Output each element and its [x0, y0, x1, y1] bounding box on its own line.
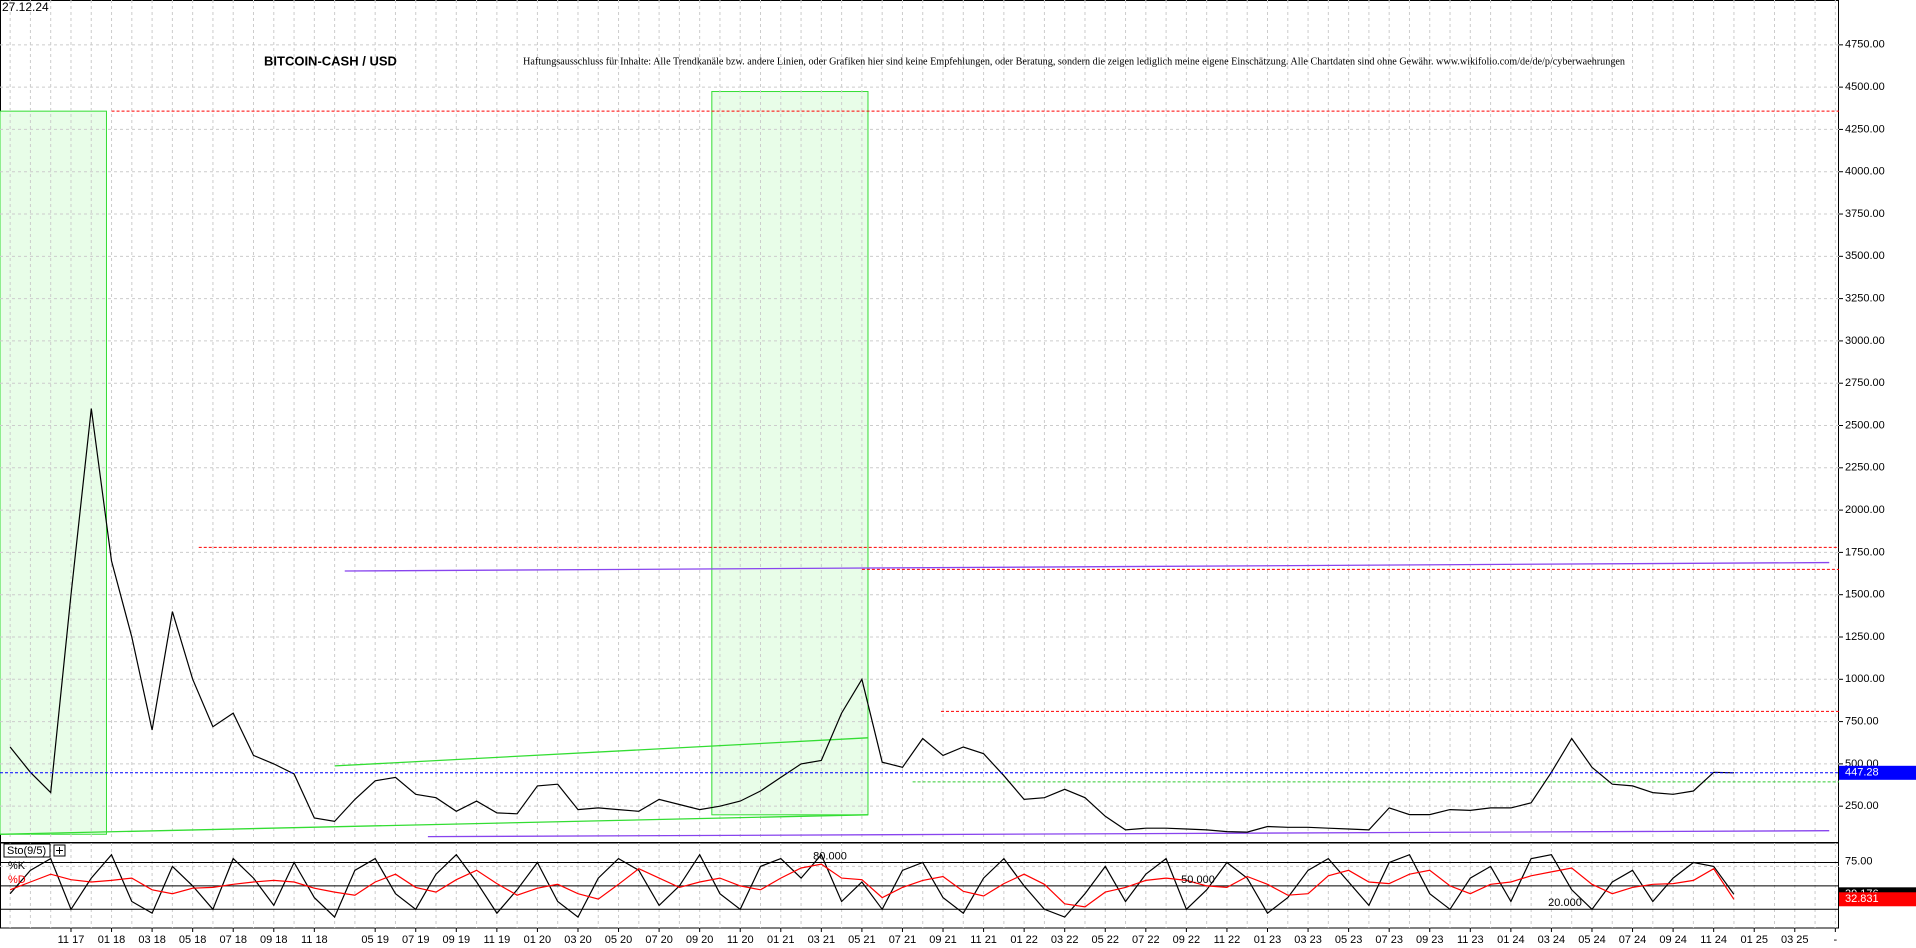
x-tick-label: 07 23: [1375, 934, 1403, 946]
zone: [0, 110, 107, 835]
x-tick-label: 01 24: [1497, 934, 1525, 946]
legend-entry: %D: [8, 874, 26, 886]
x-tick-label: 05 21: [848, 934, 876, 946]
x-tick-label: 09 21: [929, 934, 957, 946]
x-tick-label: 01 23: [1254, 934, 1282, 946]
x-tick-label: 03 22: [1051, 934, 1079, 946]
x-tick-label: -: [1834, 934, 1838, 946]
y-tick-label: 4500.00: [1845, 81, 1885, 93]
x-tick-label: 09 24: [1659, 934, 1687, 946]
x-tick-label: 09 18: [260, 934, 288, 946]
x-tick-label: 03 25: [1781, 934, 1809, 946]
indicator-name: Sto(9/5): [7, 845, 46, 857]
y-tick-label: 2250.00: [1845, 462, 1885, 474]
y-tick-label: 1500.00: [1845, 589, 1885, 601]
trendline: [344, 561, 1830, 572]
plus-icon: [56, 847, 63, 854]
zones: [0, 91, 869, 835]
y-tick-label: 75.00: [1845, 855, 1873, 867]
x-tick-label: 09 23: [1416, 934, 1444, 946]
y-tick-label: 3500.00: [1845, 250, 1885, 262]
y-tick-label: 4000.00: [1845, 166, 1885, 178]
x-tick-label: 03 21: [808, 934, 836, 946]
level-label: 20.000: [1548, 897, 1582, 909]
x-tick-label: 07 24: [1619, 934, 1647, 946]
x-tick-label: 03 18: [138, 934, 166, 946]
x-tick-label: 09 22: [1173, 934, 1201, 946]
x-tick-label: 09 20: [686, 934, 714, 946]
y-tick-label: 4750.00: [1845, 39, 1885, 51]
zone: [711, 91, 869, 816]
x-tick-label: 03 23: [1294, 934, 1322, 946]
x-tick-label: 03 20: [564, 934, 592, 946]
x-tick-label: 01 25: [1740, 934, 1768, 946]
x-tick-label: 01 20: [524, 934, 552, 946]
x-tick-label: 11 20: [727, 934, 754, 946]
y-tick-label: 4250.00: [1845, 123, 1885, 135]
y-tick-label: 3250.00: [1845, 293, 1885, 305]
y-tick-label: 1750.00: [1845, 546, 1885, 558]
x-tick-label: 01 18: [98, 934, 126, 946]
x-tick-label: 11 21: [970, 934, 997, 946]
y-tick-label: 250.00: [1845, 800, 1879, 812]
disclaimer: Haftungsausschluss für Inhalte: Alle Tre…: [523, 56, 1625, 67]
x-tick-label: 11 17: [58, 934, 85, 946]
series-line: [9, 863, 1735, 908]
series-line: [9, 853, 1735, 919]
y-tick-label: 2750.00: [1845, 377, 1885, 389]
x-tick-label: 01 21: [767, 934, 795, 946]
x-tick-label: 11 22: [1214, 934, 1241, 946]
indicator-box: [3, 843, 51, 858]
last-value-box: [1839, 892, 1916, 907]
x-tick-label: 07 18: [219, 934, 247, 946]
trendline: [334, 737, 869, 767]
x-tick-label: 05 22: [1091, 934, 1119, 946]
trendline: [427, 830, 1830, 838]
x-tick-label: 11 18: [301, 934, 328, 946]
current-price-box: [1839, 765, 1916, 780]
level-label: 80.000: [813, 850, 847, 862]
trendline: [0, 814, 868, 835]
x-tick-label: 09 19: [443, 934, 471, 946]
x-tick-label: 05 18: [179, 934, 207, 946]
date-label: 27.12.24: [2, 0, 49, 14]
level-label: 50.000: [1181, 874, 1215, 886]
legend-entry: %K: [8, 860, 26, 872]
x-tick-label: 05 23: [1335, 934, 1363, 946]
chart-title: BITCOIN-CASH / USD: [264, 53, 397, 68]
y-tick-label: 1250.00: [1845, 631, 1885, 643]
x-tick-label: 11 24: [1700, 934, 1727, 946]
y-tick-label: 2500.00: [1845, 419, 1885, 431]
current-price-label: 447.28: [1845, 767, 1879, 779]
main-panel: [0, 0, 1839, 843]
x-tick-label: 05 24: [1578, 934, 1606, 946]
x-tick-label: 07 19: [402, 934, 430, 946]
x-tick-label: 07 21: [889, 934, 917, 946]
grid: [0, 0, 1839, 928]
last-value-label: 32.831: [1845, 893, 1879, 905]
x-tick-label: 11 23: [1457, 934, 1484, 946]
marks: [0, 110, 1839, 919]
y-tick-label: 1000.00: [1845, 673, 1885, 685]
y-tick-label: 750.00: [1845, 715, 1879, 727]
y-tick-label: 3000.00: [1845, 335, 1885, 347]
x-tick-label: 01 22: [1010, 934, 1038, 946]
x-tick-label: 07 20: [645, 934, 673, 946]
x-tick-label: 11 19: [484, 934, 511, 946]
y-tick-label: 3750.00: [1845, 208, 1885, 220]
series-line: [9, 408, 1734, 833]
y-tick-label: 2000.00: [1845, 504, 1885, 516]
x-tick-label: 07 22: [1132, 934, 1160, 946]
x-tick-label: 05 19: [361, 934, 389, 946]
x-tick-label: 05 20: [605, 934, 633, 946]
x-tick-label: 03 24: [1538, 934, 1566, 946]
